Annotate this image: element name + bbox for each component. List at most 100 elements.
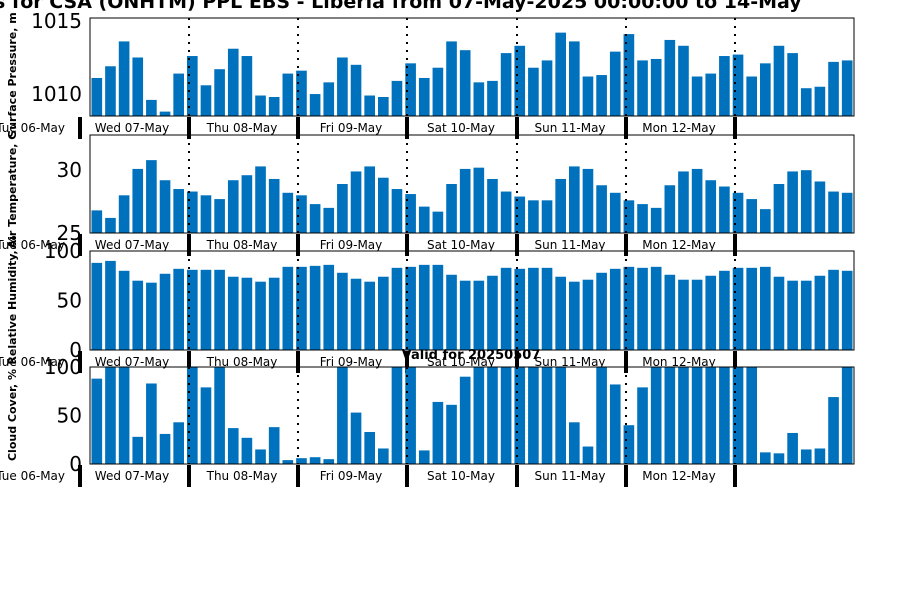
bar xyxy=(105,217,116,233)
bar xyxy=(800,280,812,350)
bar xyxy=(255,95,266,116)
bar xyxy=(105,260,116,350)
bar xyxy=(719,186,730,233)
bar xyxy=(405,194,416,233)
bar xyxy=(814,86,826,116)
bar xyxy=(596,272,607,350)
bar xyxy=(800,449,812,464)
day-label: Wed 07-May xyxy=(95,121,169,135)
bar xyxy=(323,207,335,233)
bar xyxy=(582,279,594,350)
bar xyxy=(705,367,717,464)
bar xyxy=(732,54,744,116)
bar xyxy=(691,76,703,116)
bar xyxy=(828,269,839,350)
bar xyxy=(514,268,526,350)
y-tick-label: 30 xyxy=(57,158,82,182)
day-label: Mon 12-May xyxy=(642,238,716,252)
bar xyxy=(391,367,403,464)
bar xyxy=(337,272,348,350)
bar xyxy=(473,280,485,350)
bar xyxy=(569,422,580,464)
bar xyxy=(732,192,744,233)
bar xyxy=(459,376,471,464)
bar xyxy=(337,57,348,116)
first-day-label: Tue 06-May xyxy=(0,469,65,483)
bar xyxy=(623,266,635,350)
bar xyxy=(705,180,717,233)
y-tick-label: 25 xyxy=(57,221,82,245)
day-label: Sun 11-May xyxy=(534,469,605,483)
bar xyxy=(132,436,144,464)
bar xyxy=(596,367,607,464)
bar xyxy=(418,450,430,464)
bar xyxy=(418,206,430,233)
bar xyxy=(487,367,498,464)
bar xyxy=(268,96,280,116)
bar xyxy=(118,41,130,116)
bar xyxy=(678,171,689,233)
bar xyxy=(214,269,225,350)
bar xyxy=(91,210,103,233)
bar xyxy=(432,401,444,464)
validity-subtitle: Valid for 20250507 xyxy=(402,348,541,363)
bar xyxy=(146,282,157,350)
bar xyxy=(459,168,471,233)
y-axis-label: Surface Pressure, m xyxy=(6,12,19,137)
bar xyxy=(473,367,485,464)
y-tick-label: 1010 xyxy=(31,82,82,106)
bar xyxy=(337,367,348,464)
day-label: Sun 11-May xyxy=(534,121,605,135)
day-label: Wed 07-May xyxy=(95,238,169,252)
bar xyxy=(446,184,457,233)
bar xyxy=(528,200,539,233)
bar xyxy=(173,189,184,233)
bar xyxy=(500,267,512,350)
bar xyxy=(691,367,703,464)
bar xyxy=(569,166,580,233)
bar xyxy=(773,184,785,233)
axes-frame xyxy=(89,134,855,234)
bar xyxy=(541,267,553,350)
bar xyxy=(296,458,307,464)
bar xyxy=(828,191,839,233)
bar xyxy=(487,80,498,116)
bar xyxy=(391,189,403,233)
bar xyxy=(691,168,703,233)
bar xyxy=(173,422,184,464)
day-label: Wed 07-May xyxy=(95,355,169,369)
bar xyxy=(541,60,553,116)
day-label: Fri 09-May xyxy=(320,355,383,369)
bar xyxy=(118,367,130,464)
bar xyxy=(650,266,662,350)
day-label: Thu 08-May xyxy=(206,121,278,135)
bar xyxy=(418,264,430,350)
bar xyxy=(282,73,294,116)
bar xyxy=(364,281,375,350)
bar xyxy=(487,178,498,233)
bar xyxy=(200,195,212,233)
day-label: Mon 12-May xyxy=(642,121,716,135)
bar xyxy=(555,32,566,116)
day-label: Mon 12-May xyxy=(642,355,716,369)
first-day-label: Tue 06-May xyxy=(0,121,65,135)
bar xyxy=(227,428,239,464)
bar xyxy=(841,192,853,233)
bar xyxy=(596,75,607,116)
bar xyxy=(309,265,321,350)
bar xyxy=(732,267,744,350)
bar xyxy=(746,76,757,116)
bar xyxy=(746,267,757,350)
bar xyxy=(760,452,771,464)
bar xyxy=(364,166,375,233)
bar xyxy=(841,270,853,350)
bar xyxy=(773,276,785,350)
bar xyxy=(378,96,389,116)
bar xyxy=(159,180,171,233)
bar xyxy=(623,34,635,117)
bar xyxy=(459,50,471,116)
bar xyxy=(200,387,212,464)
bar xyxy=(187,367,198,464)
bar xyxy=(118,270,130,350)
